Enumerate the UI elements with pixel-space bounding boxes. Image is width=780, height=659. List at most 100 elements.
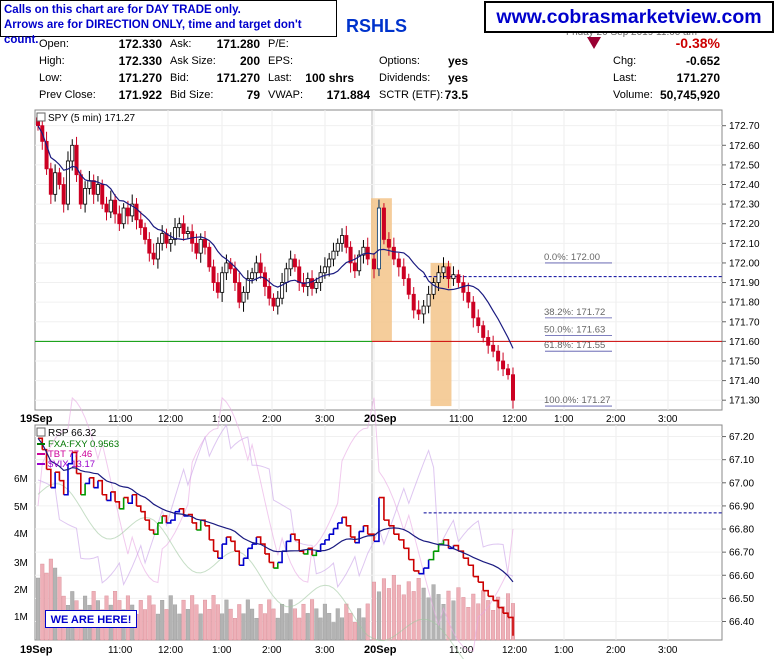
rsp-price-line [367, 533, 375, 542]
quote-label-prev-close: Prev Close: [39, 89, 96, 101]
rsp-price-line [286, 534, 292, 543]
price-candle [198, 239, 203, 254]
volume-bar [416, 578, 421, 641]
volume-bar [181, 599, 186, 641]
price-candle [456, 274, 461, 283]
volume-bar [224, 599, 229, 641]
rsp-price-line [239, 558, 245, 567]
volume-bar [386, 588, 391, 641]
volume-bar [280, 604, 285, 641]
volume-bar [331, 622, 336, 641]
volume-tick-label: 4M [14, 529, 28, 540]
change-percent: -0.38% [675, 35, 720, 51]
rsp-price-line [413, 570, 420, 574]
rsp-price-line [136, 505, 142, 512]
price-candle [168, 239, 173, 244]
price-candle [331, 250, 336, 260]
rsp-moving-average [37, 437, 514, 583]
rsp-price-line [303, 548, 309, 555]
volume-bar [190, 595, 195, 641]
price-candle [57, 172, 62, 185]
quote-label-open: Open: [39, 38, 69, 50]
quote-value-bid-size: 79 [246, 88, 260, 102]
price-candle [510, 374, 515, 401]
price-candle [357, 254, 362, 272]
volume-bar [155, 613, 160, 641]
rsp-price-line [342, 516, 348, 526]
rsp-price-line [230, 540, 236, 552]
rsp-price-line [196, 520, 202, 531]
volume-bar [352, 622, 357, 641]
volume-bar [207, 609, 212, 641]
quote-label-dividends: Dividends: [379, 72, 431, 84]
volume-bar [173, 604, 178, 641]
volume-bar [365, 603, 370, 641]
price-candle [481, 325, 486, 338]
rsp-price-line [72, 451, 78, 474]
volume-bar [446, 590, 451, 641]
volume-bar [228, 608, 233, 641]
rsp-price-line [359, 525, 365, 533]
price-xtick-label: 11:00 [449, 414, 474, 425]
rsp-price-line [115, 500, 121, 509]
site-link[interactable]: www.cobrasmarketview.com [484, 1, 774, 33]
price-candle [411, 293, 416, 311]
ratio-ytick-label: 67.20 [729, 432, 754, 443]
price-candle [232, 268, 237, 283]
rsp-price-line [333, 522, 339, 530]
price-ytick-label: 171.60 [729, 337, 760, 348]
rsp-price-line [256, 536, 262, 545]
rsp-price-line [80, 483, 86, 496]
price-candle [376, 207, 381, 270]
quote-label-sctr: SCTR (ETF): [379, 89, 444, 101]
quote-label-high: High: [39, 55, 65, 67]
volume-bar [401, 594, 406, 641]
rsp-price-line [260, 543, 266, 554]
volume-bar [396, 584, 401, 641]
price-xtick-label: 20Sep [364, 413, 397, 425]
price-candle [185, 231, 190, 234]
price-candle [48, 168, 53, 195]
rsp-price-line [127, 494, 134, 505]
volume-bar [177, 613, 182, 641]
volume-bar [262, 613, 267, 641]
price-candle [207, 246, 212, 268]
rsp-price-line [290, 533, 296, 540]
volume-bar [241, 613, 246, 641]
ratio-ytick-label: 67.00 [729, 478, 754, 489]
price-candle [211, 266, 216, 283]
tbt-line [37, 396, 514, 652]
price-candle [501, 360, 506, 370]
legend-entry: $VIX 13.17 [48, 459, 95, 470]
volume-bar [220, 613, 225, 641]
price-xtick-label: 3:00 [658, 414, 678, 425]
volume-bar [481, 590, 486, 641]
volume-tick-label: 3M [14, 558, 28, 569]
quote-value-vwap: 171.884 [326, 88, 370, 102]
volume-tick-label: 2M [14, 585, 28, 596]
price-candle [155, 242, 160, 260]
price-candle [310, 278, 315, 289]
quote-value-last-size: 100 shrs [305, 71, 354, 85]
fib-label: 38.2%: 171.72 [544, 307, 605, 318]
volume-bar [496, 596, 501, 641]
volume-bar [168, 595, 173, 641]
rsp-price-line [277, 551, 283, 564]
rsp-price-line [273, 562, 279, 569]
price-candle [327, 258, 332, 268]
price-ytick-label: 172.30 [729, 200, 760, 211]
price-ytick-label: 172.00 [729, 258, 760, 269]
volume-bar [147, 595, 152, 641]
quote-value-ask-size: 200 [239, 54, 260, 68]
quote-label-bid: Bid: [170, 72, 189, 84]
volume-bar [451, 600, 456, 641]
quote-value-dividends: yes [447, 71, 468, 85]
rsp-price-line [59, 479, 65, 495]
rsp-price-line [42, 448, 48, 470]
ratio-ytick-label: 66.70 [729, 548, 754, 559]
price-candle [496, 350, 501, 362]
chart-icon [36, 112, 46, 122]
price-candle [381, 207, 386, 240]
highlight-band [430, 262, 452, 407]
rsp-price-line [428, 551, 435, 561]
